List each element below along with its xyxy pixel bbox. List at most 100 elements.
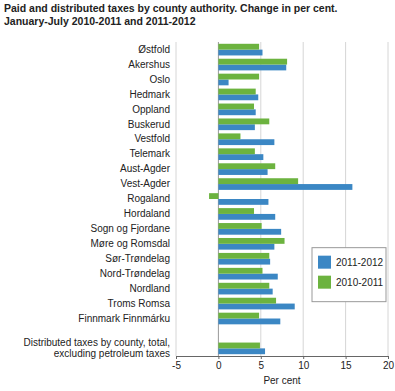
legend: 2011-2012 2010-2011 [312, 248, 386, 302]
tick-label: 0 [216, 360, 222, 371]
tick: 10 [298, 356, 310, 371]
bar [218, 109, 255, 115]
tick: Oslo [149, 74, 170, 85]
bar [218, 163, 275, 169]
category-label: Oppland [132, 104, 170, 115]
bar [209, 193, 218, 199]
category-label: Oslo [149, 74, 170, 85]
tick-label: 15 [341, 360, 353, 371]
bar [218, 184, 352, 190]
category-label: Aust-Agder [120, 163, 171, 174]
bar [218, 319, 280, 325]
bar [218, 199, 268, 205]
bar [218, 244, 274, 250]
tick: Sogn og Fjordane [90, 223, 170, 234]
x-axis: -5 0 5 10 15 20 [172, 356, 394, 371]
bar [218, 289, 272, 295]
tick: Telemark [129, 148, 171, 159]
tick: -5 [172, 356, 181, 371]
bar [218, 253, 269, 259]
bar [218, 50, 262, 56]
legend-swatch [318, 256, 331, 269]
bar [218, 348, 265, 354]
bar [218, 283, 269, 289]
bar [218, 268, 262, 274]
category-label: Buskerud [128, 119, 170, 130]
category-label: Rogaland [127, 193, 170, 204]
category-label: Sør-Trøndelag [105, 253, 170, 264]
tick: Sør-Trøndelag [105, 253, 170, 264]
legend-swatch [318, 276, 331, 289]
tick-mark [346, 356, 347, 359]
bar [218, 148, 254, 154]
category-label: Distributed taxes by county, total,exclu… [23, 337, 170, 360]
category-label: Sogn og Fjordane [90, 223, 170, 234]
grid-line [388, 42, 389, 356]
category-label: Finnmark Finnmárku [78, 313, 170, 324]
category-label: Vestfold [134, 133, 170, 144]
bar [218, 154, 263, 160]
legend-label: 2011-2012 [336, 257, 384, 268]
bar [218, 343, 260, 349]
y-axis: Østfold Akershus Oslo Hedmark Oppland Buskeru… [23, 44, 171, 360]
bar [218, 124, 254, 130]
bar [218, 59, 287, 65]
bar [218, 139, 274, 145]
bar [218, 178, 298, 184]
tick-mark [218, 356, 219, 359]
tick-label: -5 [172, 360, 181, 371]
category-label: Hordaland [124, 208, 170, 219]
bar [218, 104, 254, 110]
tick-label: 5 [259, 360, 265, 371]
tick: Vest-Agder [121, 178, 171, 189]
tick-label: 10 [298, 360, 310, 371]
tick: Vestfold [134, 133, 170, 144]
tick: Hordaland [124, 208, 170, 219]
legend-item: 2011-2012 [318, 256, 384, 269]
tick: Rogaland [127, 193, 170, 204]
series [218, 50, 352, 355]
series [209, 44, 298, 349]
category-label: Møre og Romsdal [91, 238, 170, 249]
axis-line [177, 357, 389, 360]
bar [218, 304, 294, 310]
bar [218, 133, 240, 139]
plot: -5 0 5 10 15 20 Per cent Østfold Akershus Oslo Hed… [23, 42, 394, 386]
bar [218, 79, 228, 85]
category-label: Nordland [129, 283, 170, 294]
bar [218, 298, 276, 304]
axis-title: Per cent [263, 375, 300, 386]
category-label: Telemark [129, 148, 171, 159]
tick: Nordland [129, 283, 170, 294]
category-label: Østfold [138, 44, 170, 55]
tick: 0 [216, 356, 222, 371]
grid [176, 42, 388, 356]
chart: Paid and distributed taxes by county aut… [0, 0, 395, 391]
tick: Akershus [128, 59, 170, 70]
category-label: Hedmark [129, 89, 171, 100]
bar [218, 94, 258, 100]
tick: 20 [383, 356, 395, 371]
tick: Buskerud [128, 119, 170, 130]
legend-item: 2010-2011 [318, 276, 384, 289]
bar [218, 214, 275, 220]
tick: Nord-Trøndelag [100, 268, 170, 279]
grid-line [303, 42, 304, 356]
category-label: Akershus [128, 59, 170, 70]
bar [218, 89, 255, 95]
bar [218, 313, 259, 319]
tick: Aust-Agder [120, 163, 171, 174]
legend-label: 2010-2011 [336, 277, 384, 288]
tick-mark [388, 356, 389, 359]
subtitle: January-July 2010-2011 and 2011-2012 [4, 15, 196, 27]
tick-mark [261, 356, 262, 359]
category-label: Troms Romsa [108, 298, 171, 309]
title: Paid and distributed taxes by county aut… [4, 2, 338, 14]
bar [218, 274, 277, 280]
bars [209, 44, 352, 354]
tick: Møre og Romsdal [91, 238, 170, 249]
bar [218, 238, 284, 244]
tick: Troms Romsa [108, 298, 171, 309]
tick: Finnmark Finnmárku [78, 313, 170, 324]
grid-line [345, 42, 346, 356]
